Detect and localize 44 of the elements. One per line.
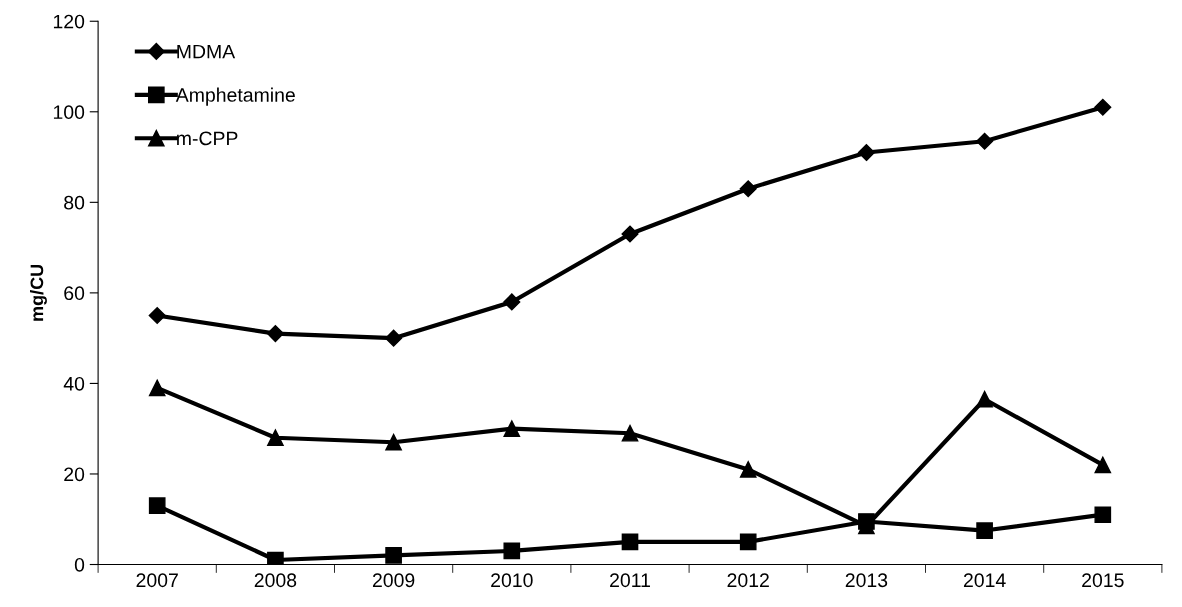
point bbox=[621, 225, 639, 243]
y-tick-label: 80 bbox=[64, 195, 85, 210]
point bbox=[976, 132, 994, 150]
legend-label: m-CPP bbox=[177, 131, 238, 146]
point bbox=[739, 180, 757, 198]
x-tick-label: 2014 bbox=[963, 573, 1006, 588]
point bbox=[739, 461, 757, 478]
x-tick-label: 2008 bbox=[254, 573, 297, 588]
y-tick-label: 40 bbox=[63, 376, 85, 391]
point bbox=[621, 424, 639, 442]
point bbox=[976, 390, 993, 408]
point bbox=[267, 429, 284, 447]
point bbox=[857, 143, 875, 162]
point bbox=[503, 542, 521, 560]
point bbox=[976, 522, 993, 539]
x-tick-label: 2011 bbox=[610, 573, 650, 588]
point bbox=[148, 379, 166, 397]
legend-label: MDMA bbox=[177, 44, 236, 59]
legend-label: Amphetamine bbox=[175, 87, 295, 106]
y-tick-label: 20 bbox=[64, 467, 85, 482]
y-tick-label: 0 bbox=[74, 557, 85, 572]
point bbox=[503, 420, 521, 438]
x-tick-label: 2007 bbox=[136, 573, 178, 588]
y-axis-title: mg/CU bbox=[30, 264, 47, 321]
y-tick-label: 120 bbox=[53, 14, 85, 29]
y-tick-label: 100 bbox=[53, 105, 85, 120]
point bbox=[148, 306, 166, 325]
point bbox=[503, 293, 521, 311]
point bbox=[1094, 506, 1112, 524]
point bbox=[385, 547, 402, 564]
point bbox=[621, 533, 639, 551]
x-tick-label: 2013 bbox=[845, 573, 888, 588]
x-tick-label: 2010 bbox=[491, 573, 533, 588]
y-tick-label: 60 bbox=[64, 286, 85, 301]
x-tick-label: 2015 bbox=[1082, 573, 1124, 588]
x-tick-label: 2009 bbox=[372, 573, 415, 588]
point bbox=[148, 497, 166, 514]
x-tick-label: 2012 bbox=[727, 573, 769, 588]
point bbox=[1094, 98, 1112, 116]
point bbox=[385, 433, 402, 451]
point bbox=[1094, 456, 1112, 474]
point bbox=[739, 533, 757, 551]
point bbox=[385, 329, 403, 347]
point bbox=[266, 325, 284, 343]
